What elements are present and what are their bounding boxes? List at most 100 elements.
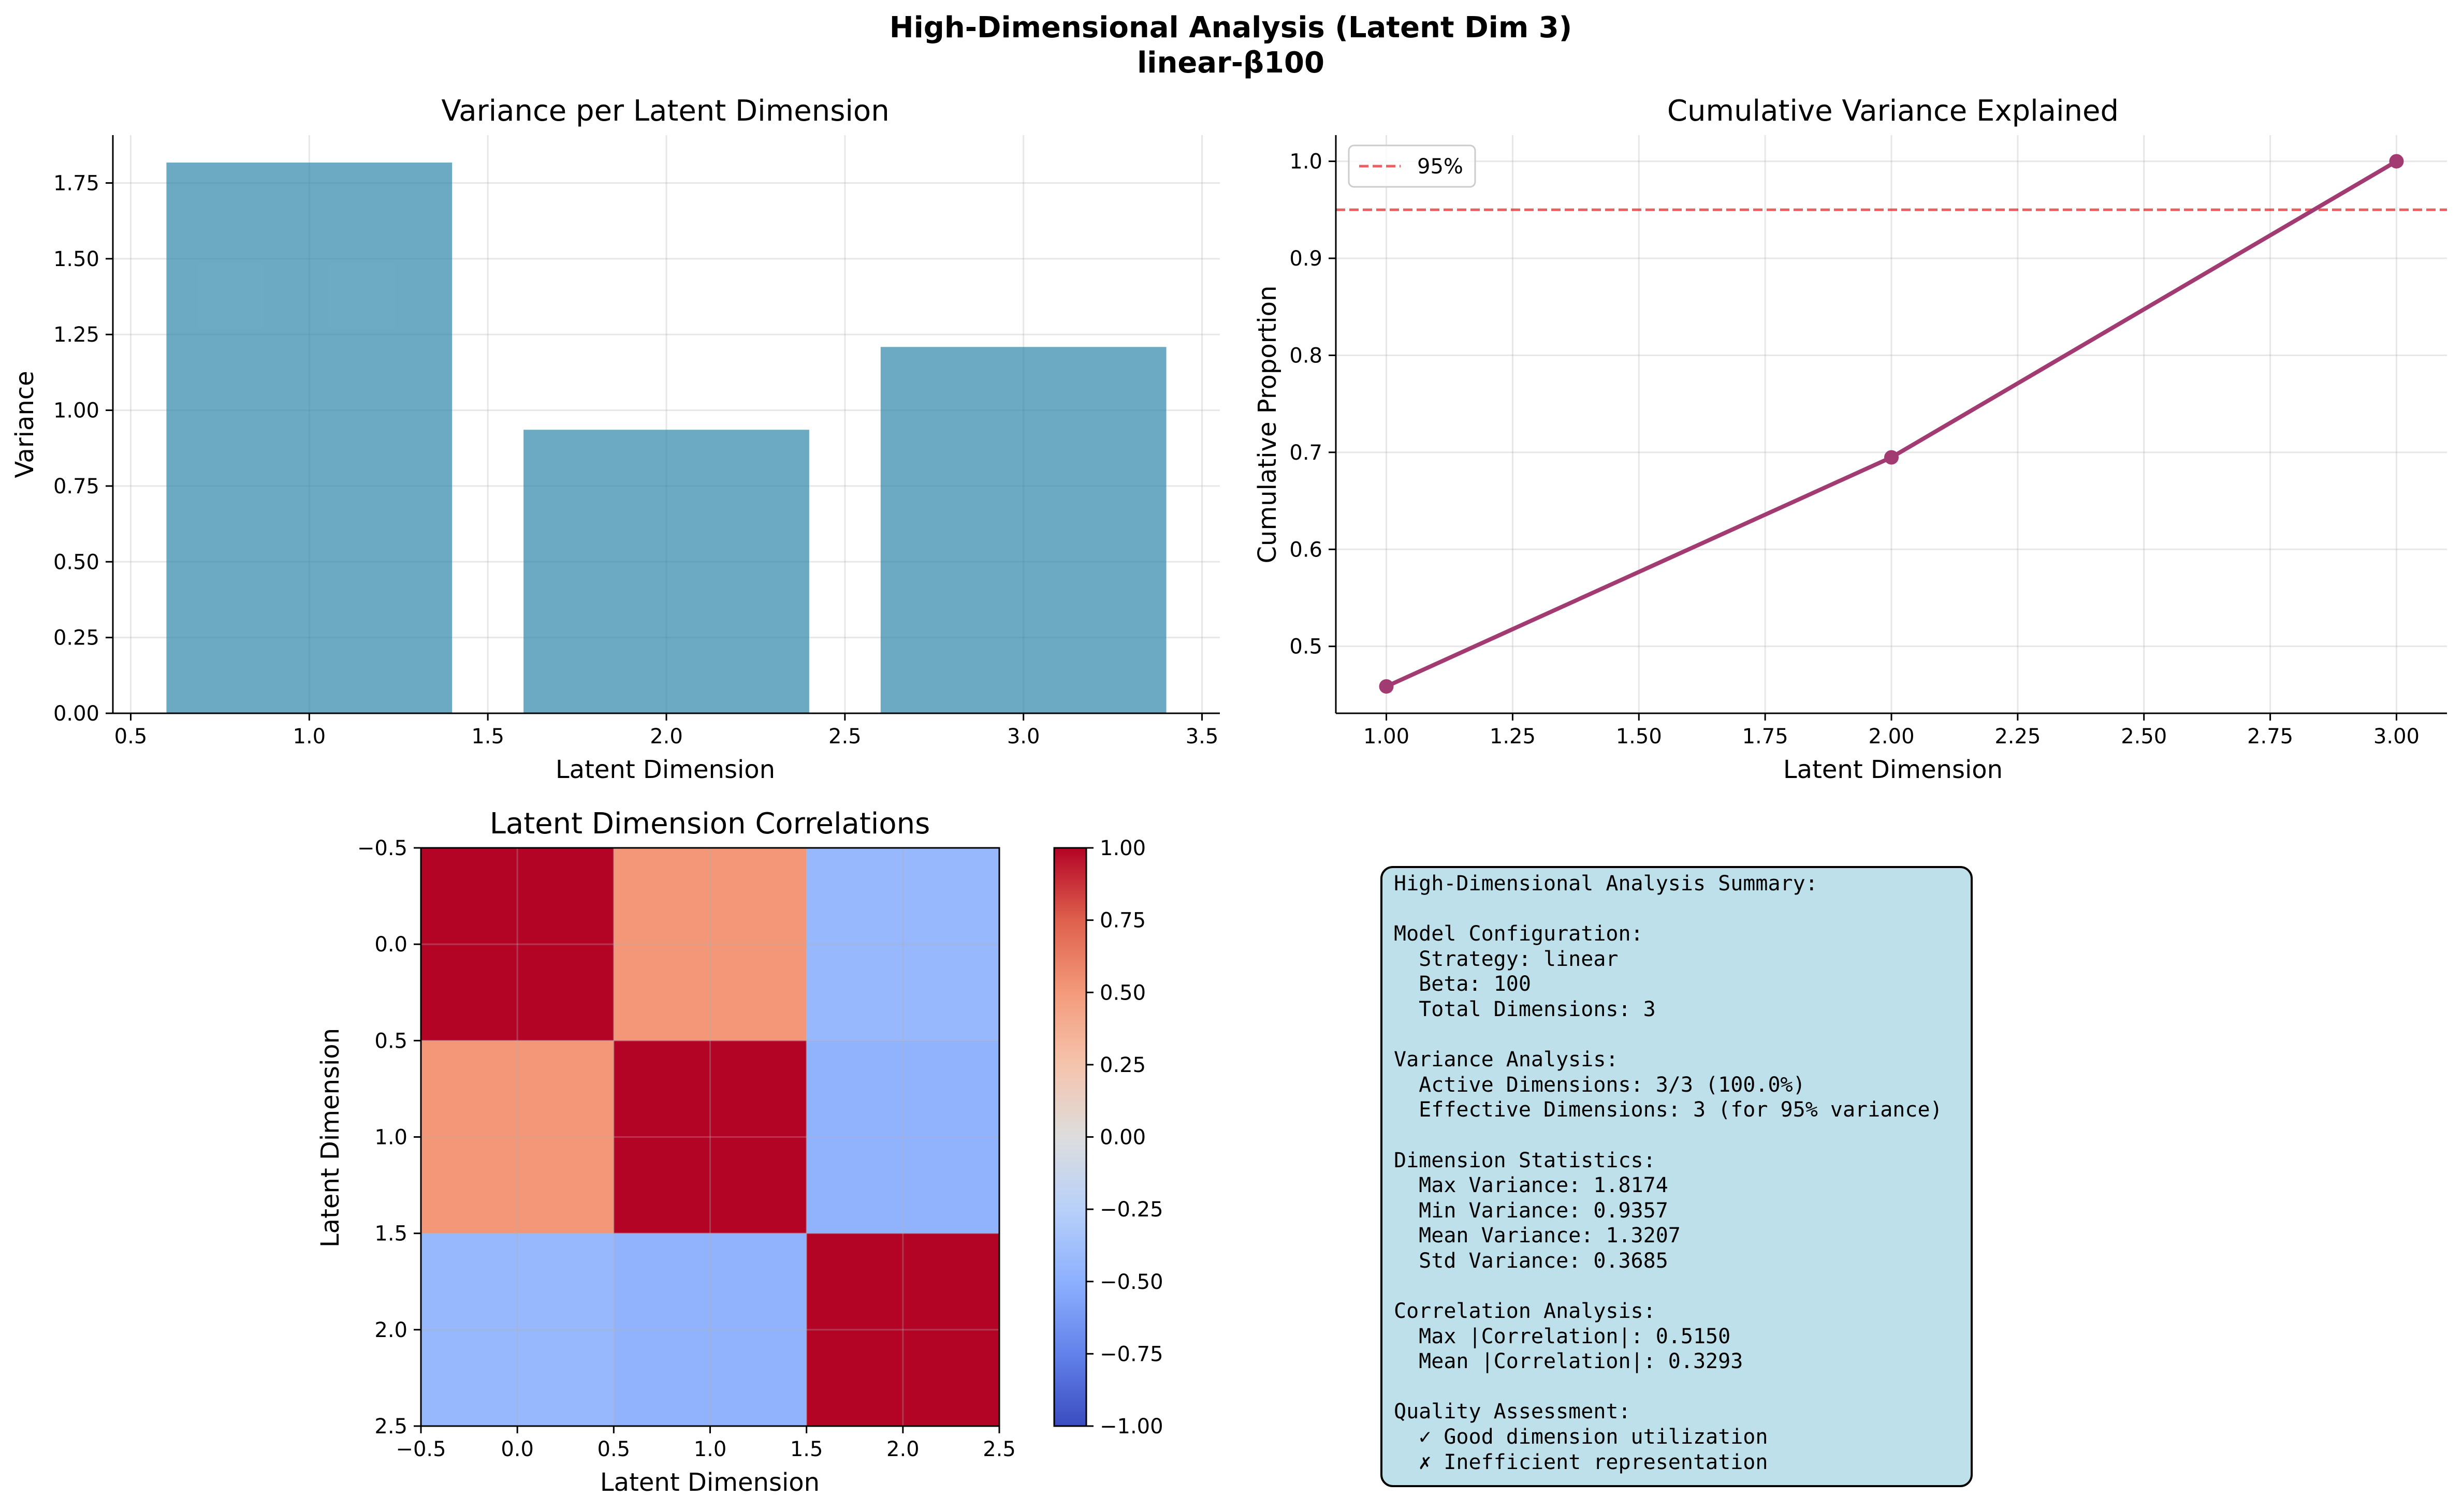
cumulative-chart-title: Cumulative Variance Explained: [1667, 94, 2119, 128]
variance-y-tick-label: 1.50: [53, 247, 99, 271]
summary-line: Dimension Statistics:: [1394, 1148, 1656, 1172]
variance-y-tick-label: 0.75: [53, 475, 99, 498]
summary-line: Max Variance: 1.8174: [1394, 1173, 1668, 1198]
summary-line: Quality Assessment:: [1394, 1400, 1631, 1424]
variance-y-tick-label: 1.75: [53, 171, 99, 195]
summary-line: Effective Dimensions: 3 (for 95% varianc…: [1394, 1098, 1943, 1122]
heatmap-cell: [421, 1040, 614, 1234]
variance-y-axis-label: Variance: [10, 371, 39, 478]
heatmap-x-tick-label: 0.0: [501, 1437, 534, 1461]
summary-line: Mean Variance: 1.3207: [1394, 1224, 1681, 1248]
summary-line: Total Dimensions: 3: [1394, 997, 1656, 1021]
summary-line: High-Dimensional Analysis Summary:: [1394, 872, 1818, 896]
variance-x-tick-label: 3.0: [1007, 725, 1040, 748]
variance-bar: [166, 163, 453, 714]
cumulative-x-tick-label: 2.50: [2121, 725, 2167, 748]
figure-subtitle: linear-β100: [1137, 46, 1324, 80]
colorbar-tick-label: −0.50: [1100, 1270, 1163, 1294]
heatmap-x-tick-label: −0.5: [396, 1437, 446, 1461]
summary-line: Variance Analysis:: [1394, 1048, 1619, 1072]
cumulative-point: [1379, 679, 1394, 694]
heatmap-y-tick-label: 2.0: [374, 1318, 407, 1342]
summary-line: Model Configuration:: [1394, 922, 1643, 946]
heatmap-y-axis-label: Latent Dimension: [316, 1028, 345, 1247]
colorbar: [1053, 847, 1087, 1427]
cumulative-x-tick-label: 2.25: [1994, 725, 2041, 748]
cumulative-point: [1884, 450, 1899, 465]
colorbar-tick-label: 0.50: [1100, 981, 1146, 1005]
heatmap-cell: [421, 848, 614, 1041]
heatmap-y-tick-label: 1.0: [374, 1126, 407, 1150]
cumulative-x-tick-label: 2.75: [2247, 725, 2293, 748]
variance-x-tick-label: 0.5: [114, 725, 148, 748]
cumulative-x-tick-label: 1.25: [1490, 725, 1536, 748]
cumulative-point: [2389, 154, 2404, 169]
variance-y-tick-label: 1.00: [53, 399, 99, 423]
summary-line: ✓ Good dimension utilization: [1394, 1425, 1768, 1449]
cumulative-x-tick-label: 2.00: [1868, 725, 1914, 748]
correlation-heatmap: −0.5 −0.5 0.0 0.0 0.5 0.5 1.0 1.0 1.5 1.5 2.0 2.0 2.…: [316, 807, 1163, 1497]
cumulative-line-chart: 1.00 1.25 1.50 1.75 2.00 2.25 2.50 2.75 3.00 0.5 0…: [1253, 94, 2447, 784]
figure-title: High-Dimensional Analysis (Latent Dim 3): [890, 11, 1572, 45]
colorbar-tick-label: 0.00: [1100, 1126, 1146, 1150]
cumulative-x-axis-label: Latent Dimension: [1783, 755, 2003, 784]
heatmap-cell: [806, 1233, 999, 1426]
cumulative-x-tick-label: 1.50: [1616, 725, 1662, 748]
variance-y-tick-label: 0.00: [53, 702, 99, 726]
variance-x-tick-label: 1.0: [293, 725, 326, 748]
cumulative-y-tick-label: 0.5: [1289, 635, 1322, 659]
heatmap-y-tick-label: −0.5: [357, 836, 407, 860]
heatmap-cell: [806, 848, 999, 1041]
heatmap-cell: [421, 1233, 614, 1426]
heatmap-x-tick-label: 0.5: [598, 1437, 631, 1461]
summary-line: Correlation Analysis:: [1394, 1299, 1656, 1324]
heatmap-x-tick-label: 1.5: [790, 1437, 823, 1461]
summary-line: Max |Correlation|: 0.5150: [1394, 1324, 1731, 1348]
threshold-legend: 95%: [1348, 144, 1476, 188]
cumulative-x-tick-label: 3.00: [2373, 725, 2420, 748]
summary-line: Mean |Correlation|: 0.3293: [1394, 1349, 1743, 1374]
variance-x-tick-label: 1.5: [471, 725, 504, 748]
heatmap-cell: [614, 848, 807, 1041]
heatmap-cell: [614, 1233, 807, 1426]
summary-line: ✗ Inefficient representation: [1394, 1450, 1768, 1474]
summary-line: Beta: 100: [1394, 972, 1531, 996]
heatmap-x-tick-label: 2.5: [983, 1437, 1016, 1461]
cumulative-y-tick-label: 0.6: [1289, 538, 1322, 562]
variance-y-tick-label: 1.25: [53, 323, 99, 347]
variance-y-tick-label: 0.50: [53, 550, 99, 574]
heatmap-x-axis-label: Latent Dimension: [600, 1468, 820, 1497]
summary-panel: [1380, 866, 1973, 1487]
heatmap-y-tick-label: 0.5: [374, 1029, 407, 1053]
summary-line: Std Variance: 0.3685: [1394, 1249, 1668, 1273]
variance-x-tick-label: 3.5: [1186, 725, 1219, 748]
variance-bar-chart: 0.5 1.0 1.5 2.0 2.5 3.0 3.5 0.00 0.25 0.50 0.75 1.0…: [10, 94, 1220, 784]
variance-x-tick-label: 2.0: [650, 725, 683, 748]
cumulative-y-tick-label: 1.0: [1289, 150, 1322, 174]
colorbar-tick-label: −1.00: [1100, 1415, 1163, 1438]
cumulative-y-tick-label: 0.7: [1289, 441, 1322, 465]
variance-bar: [523, 430, 809, 713]
cumulative-y-axis-label: Cumulative Proportion: [1253, 286, 1282, 564]
heatmap-x-tick-label: 1.0: [694, 1437, 727, 1461]
colorbar-tick-label: 1.00: [1100, 836, 1146, 860]
cumulative-y-tick-label: 0.9: [1289, 247, 1322, 271]
heatmap-y-tick-label: 1.5: [374, 1222, 407, 1246]
summary-line: Strategy: linear: [1394, 947, 1619, 971]
colorbar-tick-label: 0.25: [1100, 1053, 1146, 1077]
heatmap-x-tick-label: 2.0: [886, 1437, 920, 1461]
heatmap-y-tick-label: 0.0: [374, 933, 407, 957]
cumulative-x-tick-label: 1.75: [1742, 725, 1788, 748]
cumulative-x-tick-label: 1.00: [1363, 725, 1409, 748]
heatmap-cell: [806, 1040, 999, 1234]
variance-x-axis-label: Latent Dimension: [556, 755, 775, 784]
heatmap-title: Latent Dimension Correlations: [490, 807, 930, 841]
colorbar-tick-label: −0.25: [1100, 1198, 1163, 1222]
variance-bar: [880, 347, 1167, 713]
summary-line: Active Dimensions: 3/3 (100.0%): [1394, 1073, 1805, 1097]
colorbar-tick-label: −0.75: [1100, 1342, 1163, 1366]
legend-frame: [1348, 144, 1476, 188]
variance-x-tick-label: 2.5: [828, 725, 862, 748]
legend-threshold-label: 95%: [1417, 155, 1463, 179]
